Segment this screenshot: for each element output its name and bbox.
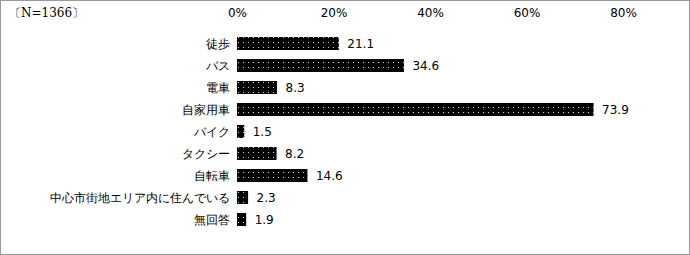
svg-text:80%: 80% bbox=[610, 6, 637, 20]
svg-text:0%: 0% bbox=[228, 6, 247, 20]
html-text:〔N=1366〕: 〔N=1366〕 bbox=[9, 6, 85, 20]
svg-text:タクシー: タクシー bbox=[182, 147, 230, 161]
svg-text:中心市街地エリア内に住んでいる: 中心市街地エリア内に住んでいる bbox=[50, 191, 230, 205]
svg-text:21.1: 21.1 bbox=[347, 37, 374, 51]
svg-text:40%: 40% bbox=[417, 6, 444, 20]
svg-text:1.5: 1.5 bbox=[253, 125, 272, 139]
svg-text:34.6: 34.6 bbox=[412, 59, 439, 73]
svg-text:バイク: バイク bbox=[193, 125, 230, 139]
svg-text:バス: バス bbox=[205, 59, 230, 73]
svg-text:徒歩: 徒歩 bbox=[206, 37, 230, 51]
svg-text:1.9: 1.9 bbox=[255, 213, 274, 227]
svg-text:8.2: 8.2 bbox=[285, 147, 304, 161]
svg-text:60%: 60% bbox=[514, 6, 541, 20]
svg-text:14.6: 14.6 bbox=[316, 169, 343, 183]
svg-text:無回答: 無回答 bbox=[194, 213, 230, 227]
svg-text:8.3: 8.3 bbox=[286, 81, 305, 95]
svg-text:2.3: 2.3 bbox=[257, 191, 276, 205]
svg-text:20%: 20% bbox=[321, 6, 348, 20]
svg-text:73.9: 73.9 bbox=[602, 103, 629, 117]
svg-text:電車: 電車 bbox=[206, 81, 230, 95]
svg-text:自家用車: 自家用車 bbox=[182, 103, 230, 117]
svg-text:自転車: 自転車 bbox=[194, 169, 230, 183]
